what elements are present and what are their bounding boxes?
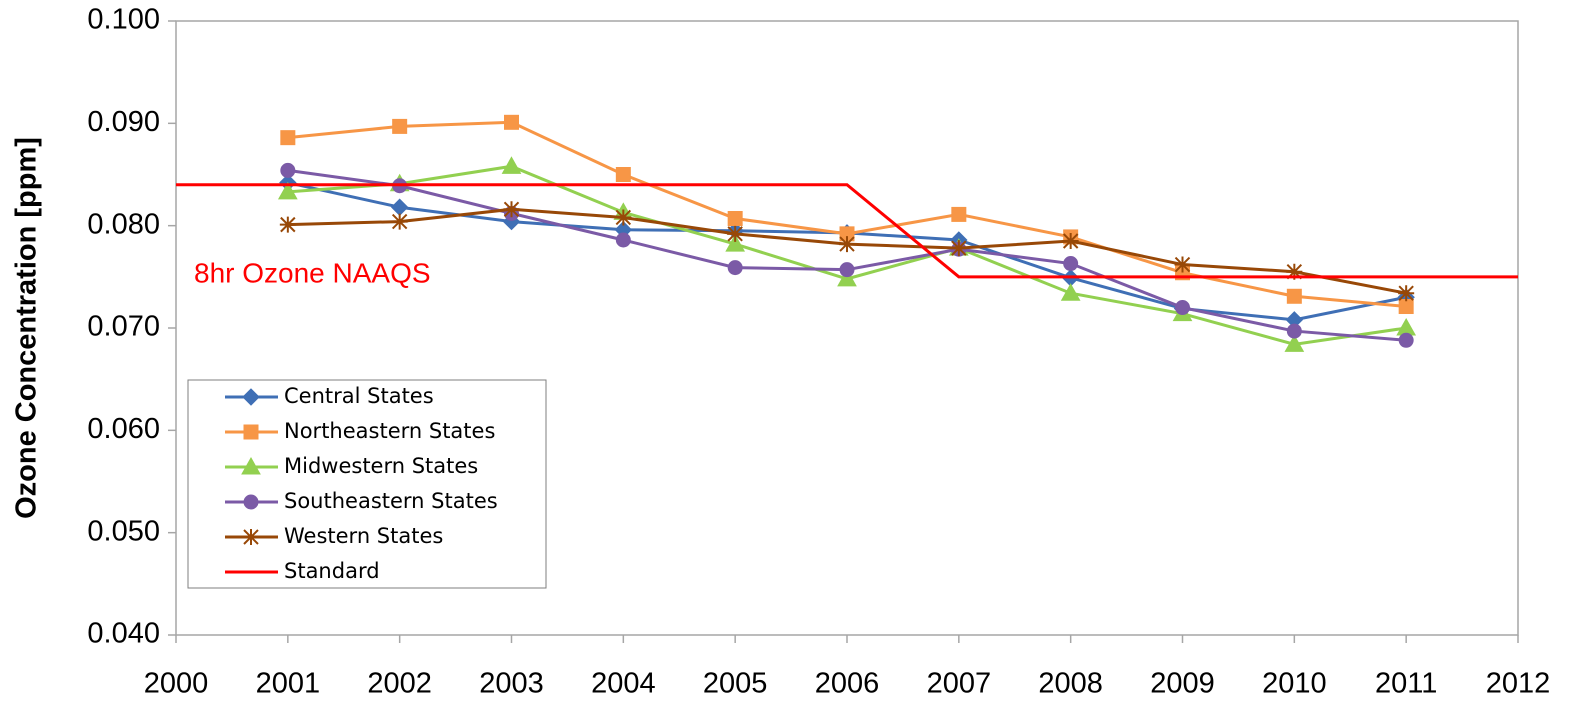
- marker: [1396, 317, 1417, 336]
- legend-label: Central States: [284, 384, 434, 408]
- marker: [279, 216, 296, 233]
- marker: [615, 167, 631, 182]
- marker: [1286, 323, 1302, 339]
- legend-label: Southeastern States: [284, 489, 498, 513]
- marker: [280, 162, 296, 178]
- x-tick-label: 2001: [256, 668, 321, 700]
- legend-label: Standard: [284, 559, 380, 583]
- marker: [1174, 256, 1191, 273]
- x-tick-label: 2005: [703, 668, 768, 700]
- legend: Central States Northeastern States Midwest…: [187, 379, 547, 589]
- marker: [1398, 285, 1415, 302]
- y-tick-label: 0.040: [87, 618, 160, 650]
- marker: [391, 213, 408, 230]
- marker: [277, 181, 298, 200]
- marker: [503, 201, 520, 218]
- marker: [504, 114, 519, 130]
- legend-label: Northeastern States: [284, 419, 495, 443]
- marker: [727, 211, 743, 227]
- y-tick-label: 0.100: [87, 4, 160, 36]
- y-tick-label: 0.060: [87, 413, 160, 445]
- marker: [727, 225, 744, 242]
- x-tick-label: 2003: [479, 668, 544, 700]
- legend-label: Western States: [284, 524, 443, 548]
- legend-box: [187, 379, 547, 589]
- marker: [242, 388, 260, 406]
- marker: [1286, 288, 1302, 304]
- x-tick-label: 2010: [1262, 668, 1327, 700]
- marker: [725, 234, 746, 252]
- x-tick-label: 2009: [1150, 668, 1215, 700]
- marker: [502, 212, 521, 231]
- y-tick-label: 0.090: [87, 106, 160, 138]
- marker: [501, 156, 522, 174]
- marker: [241, 456, 261, 475]
- series-line: [176, 183, 1518, 279]
- marker: [390, 198, 409, 216]
- x-tick-label: 2006: [815, 668, 880, 700]
- marker: [392, 118, 408, 134]
- marker: [615, 209, 632, 226]
- marker: [951, 206, 967, 222]
- annotation: 8hr Ozone NAAQS: [194, 257, 431, 288]
- marker: [243, 424, 259, 440]
- marker: [1286, 263, 1303, 280]
- x-tick-label: 2012: [1486, 668, 1551, 700]
- marker: [615, 232, 631, 248]
- x-tick-label: 2000: [144, 668, 209, 700]
- marker: [280, 130, 296, 146]
- x-tick-label: 2008: [1038, 668, 1103, 700]
- y-tick-label: 0.080: [87, 208, 160, 240]
- y-tick-label: 0.070: [87, 311, 160, 343]
- x-tick-label: 2007: [927, 668, 992, 700]
- marker: [727, 260, 743, 276]
- marker: [243, 494, 259, 510]
- x-tick-label: 2002: [367, 668, 432, 700]
- marker: [839, 236, 855, 253]
- marker: [950, 240, 967, 257]
- marker: [1398, 299, 1414, 315]
- marker: [837, 268, 857, 287]
- x-tick-label: 2004: [591, 668, 656, 700]
- x-tick-label: 2011: [1375, 668, 1437, 700]
- marker: [1284, 334, 1305, 352]
- marker: [1063, 256, 1079, 272]
- marker: [839, 262, 855, 278]
- marker: [1060, 283, 1081, 301]
- series-line: [287, 164, 1407, 346]
- marker: [1062, 233, 1079, 250]
- y-tick-label: 0.050: [87, 515, 160, 547]
- marker: [1175, 300, 1190, 316]
- marker: [1398, 332, 1414, 348]
- marker: [243, 529, 259, 545]
- y-axis-label: Ozone Concentration [ppm]: [11, 137, 43, 519]
- legend-label: Midwestern States: [284, 454, 478, 478]
